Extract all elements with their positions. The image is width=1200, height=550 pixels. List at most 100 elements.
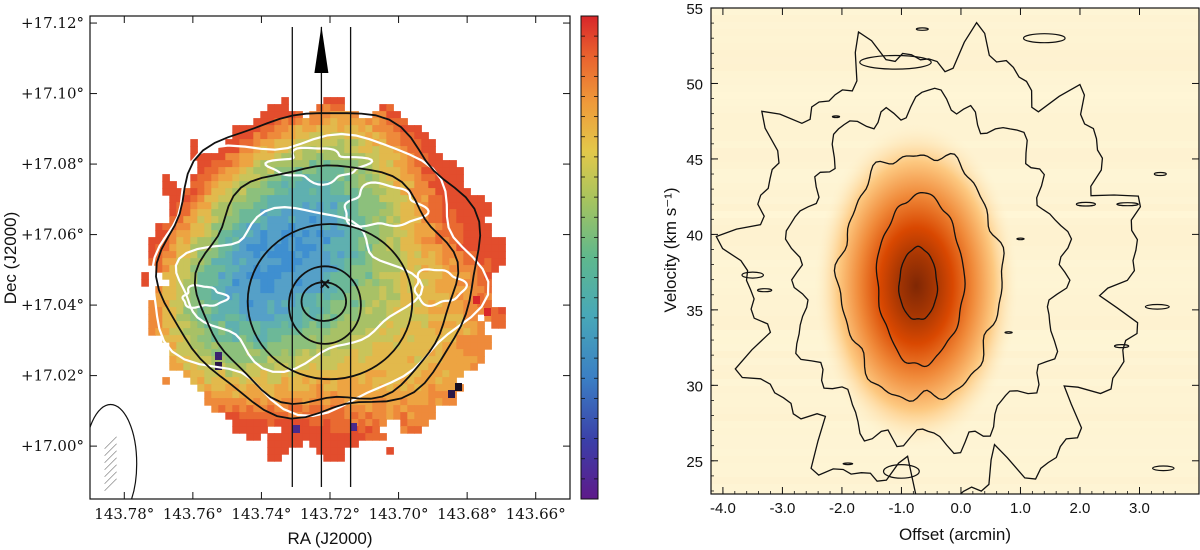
map-pixel	[358, 118, 366, 126]
map-pixel	[400, 230, 408, 238]
map-pixel	[407, 237, 415, 245]
map-pixel	[190, 363, 198, 371]
map-pixel	[176, 265, 184, 273]
map-pixel	[393, 349, 401, 357]
map-pixel	[260, 132, 268, 140]
map-pixel	[246, 153, 254, 161]
right-y-tick-label: 35	[686, 303, 703, 320]
map-pixel	[295, 153, 303, 161]
map-pixel	[323, 293, 331, 301]
map-pixel	[309, 258, 317, 266]
map-pixel	[344, 293, 352, 301]
map-pixel	[176, 244, 184, 252]
map-pixel	[463, 258, 471, 266]
map-pixel	[197, 237, 205, 245]
map-pixel	[393, 139, 401, 147]
map-pixel	[155, 265, 163, 273]
map-pixel	[344, 146, 352, 154]
left-y-tick-label: +17.00°	[21, 437, 84, 455]
map-pixel	[484, 265, 492, 273]
map-pixel	[400, 251, 408, 259]
map-pixel	[400, 209, 408, 217]
left-panel: 143.78° 143.76° 143.74° 143.72° 143.70° 143.6…	[1, 14, 599, 548]
map-pixel	[155, 258, 163, 266]
map-pixel	[407, 384, 415, 392]
map-pixel	[365, 216, 373, 224]
map-pixel	[302, 363, 310, 371]
map-pixel	[211, 279, 219, 287]
map-pixel	[428, 286, 436, 294]
map-pixel	[351, 342, 359, 350]
map-pixel	[225, 139, 233, 147]
map-pixel	[386, 328, 394, 336]
pv-contour-island	[988, 521, 1006, 524]
map-pixel	[281, 335, 289, 343]
map-pixel	[442, 321, 450, 329]
map-pixel	[379, 195, 387, 203]
map-pixel	[386, 258, 394, 266]
map-pixel	[463, 251, 471, 259]
map-pixel	[421, 251, 429, 259]
map-pixel	[302, 237, 310, 245]
map-pixel	[274, 286, 282, 294]
map-pixel	[309, 237, 317, 245]
map-pixel	[330, 223, 338, 231]
map-pixel	[484, 314, 492, 322]
map-pixel	[365, 223, 373, 231]
map-pixel	[386, 111, 394, 119]
map-pixel	[246, 272, 254, 280]
map-pixel	[162, 286, 170, 294]
map-pixel	[428, 251, 436, 259]
map-pixel	[218, 244, 226, 252]
map-pixel	[162, 230, 170, 238]
map-pixel	[274, 370, 282, 378]
map-pixel	[421, 153, 429, 161]
map-pixel	[414, 223, 422, 231]
map-pixel	[470, 349, 478, 357]
map-pixel	[218, 160, 226, 168]
map-pixel	[295, 139, 303, 147]
map-pixel	[316, 125, 324, 133]
left-x-tick-label: 143.68°	[437, 505, 497, 523]
map-pixel	[344, 349, 352, 357]
map-pixel	[274, 321, 282, 329]
map-pixel	[393, 307, 401, 315]
map-pixel	[225, 195, 233, 203]
map-pixel	[197, 279, 205, 287]
map-pixel	[337, 349, 345, 357]
map-pixel	[197, 202, 205, 210]
map-pixel	[330, 216, 338, 224]
map-pixel	[246, 209, 254, 217]
map-pixel	[204, 265, 212, 273]
map-pixel	[407, 328, 415, 336]
map-pixel	[316, 377, 324, 385]
map-pixel	[372, 279, 380, 287]
map-pixel	[323, 440, 331, 448]
map-pixel	[421, 209, 429, 217]
map-pixel	[183, 279, 191, 287]
map-pixel	[274, 118, 282, 126]
map-pixel	[470, 328, 478, 336]
map-pixel	[309, 146, 317, 154]
map-pixel	[323, 104, 331, 112]
map-pixel	[400, 223, 408, 231]
map-pixel	[484, 342, 492, 350]
map-pixel	[295, 146, 303, 154]
map-pixel	[253, 195, 261, 203]
map-pixel	[302, 419, 310, 427]
map-pixel	[456, 209, 464, 217]
map-pixel	[330, 139, 338, 147]
map-pixel	[253, 230, 261, 238]
map-pixel	[379, 118, 387, 126]
map-pixel	[456, 167, 464, 175]
pv-stripe	[711, 127, 1199, 134]
map-pixel	[442, 314, 450, 322]
map-pixel	[316, 398, 324, 406]
map-pixel	[302, 216, 310, 224]
map-pixel	[428, 181, 436, 189]
map-pixel	[365, 426, 373, 434]
map-pixel	[323, 405, 331, 413]
map-pixel	[197, 209, 205, 217]
map-pixel	[421, 279, 429, 287]
map-pixel	[365, 335, 373, 343]
